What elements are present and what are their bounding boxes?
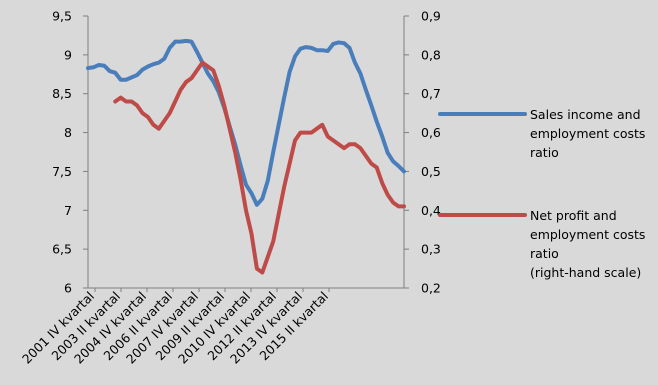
right-tick-label: 0,2: [421, 281, 441, 296]
left-tick-label: 6: [64, 281, 72, 296]
legend: Sales income and employment costs ratio Net…: [438, 107, 645, 280]
right-tick-label: 0,4: [421, 203, 441, 218]
legend-label-1: ratio: [530, 145, 559, 160]
left-tick-label: 8,5: [52, 86, 72, 101]
legend-label-2: employment costs: [530, 227, 645, 242]
right-tick-label: 0,9: [421, 9, 441, 24]
right-tick-label: 0,8: [421, 47, 441, 62]
right-axis-ticks: 0,2 0,3 0,4 0,5 0,6 0,7 0,8 0,9: [404, 9, 441, 296]
left-tick-label: 8: [64, 125, 72, 140]
right-tick-label: 0,3: [421, 242, 441, 257]
right-tick-label: 0,7: [421, 86, 441, 101]
right-tick-label: 0,5: [421, 164, 441, 179]
left-tick-label: 6,5: [52, 242, 72, 257]
left-tick-label: 7,5: [52, 164, 72, 179]
left-tick-label: 7: [64, 203, 72, 218]
right-tick-label: 0,6: [421, 125, 441, 140]
series-line-1: [86, 38, 406, 207]
legend-label-1: Sales income and: [530, 107, 641, 122]
left-tick-label: 9: [64, 47, 72, 62]
legend-label-1: employment costs: [530, 126, 645, 141]
series-layer: [86, 38, 406, 275]
legend-label-2: ratio: [530, 246, 559, 261]
left-tick-label: 9,5: [52, 9, 72, 24]
left-axis-ticks: 6 6,5 7 7,5 8 8,5 9 9,5: [52, 9, 88, 296]
series-line-2: [113, 60, 406, 275]
legend-label-2: Net profit and: [530, 208, 617, 223]
legend-label-2: (right-hand scale): [530, 265, 641, 280]
